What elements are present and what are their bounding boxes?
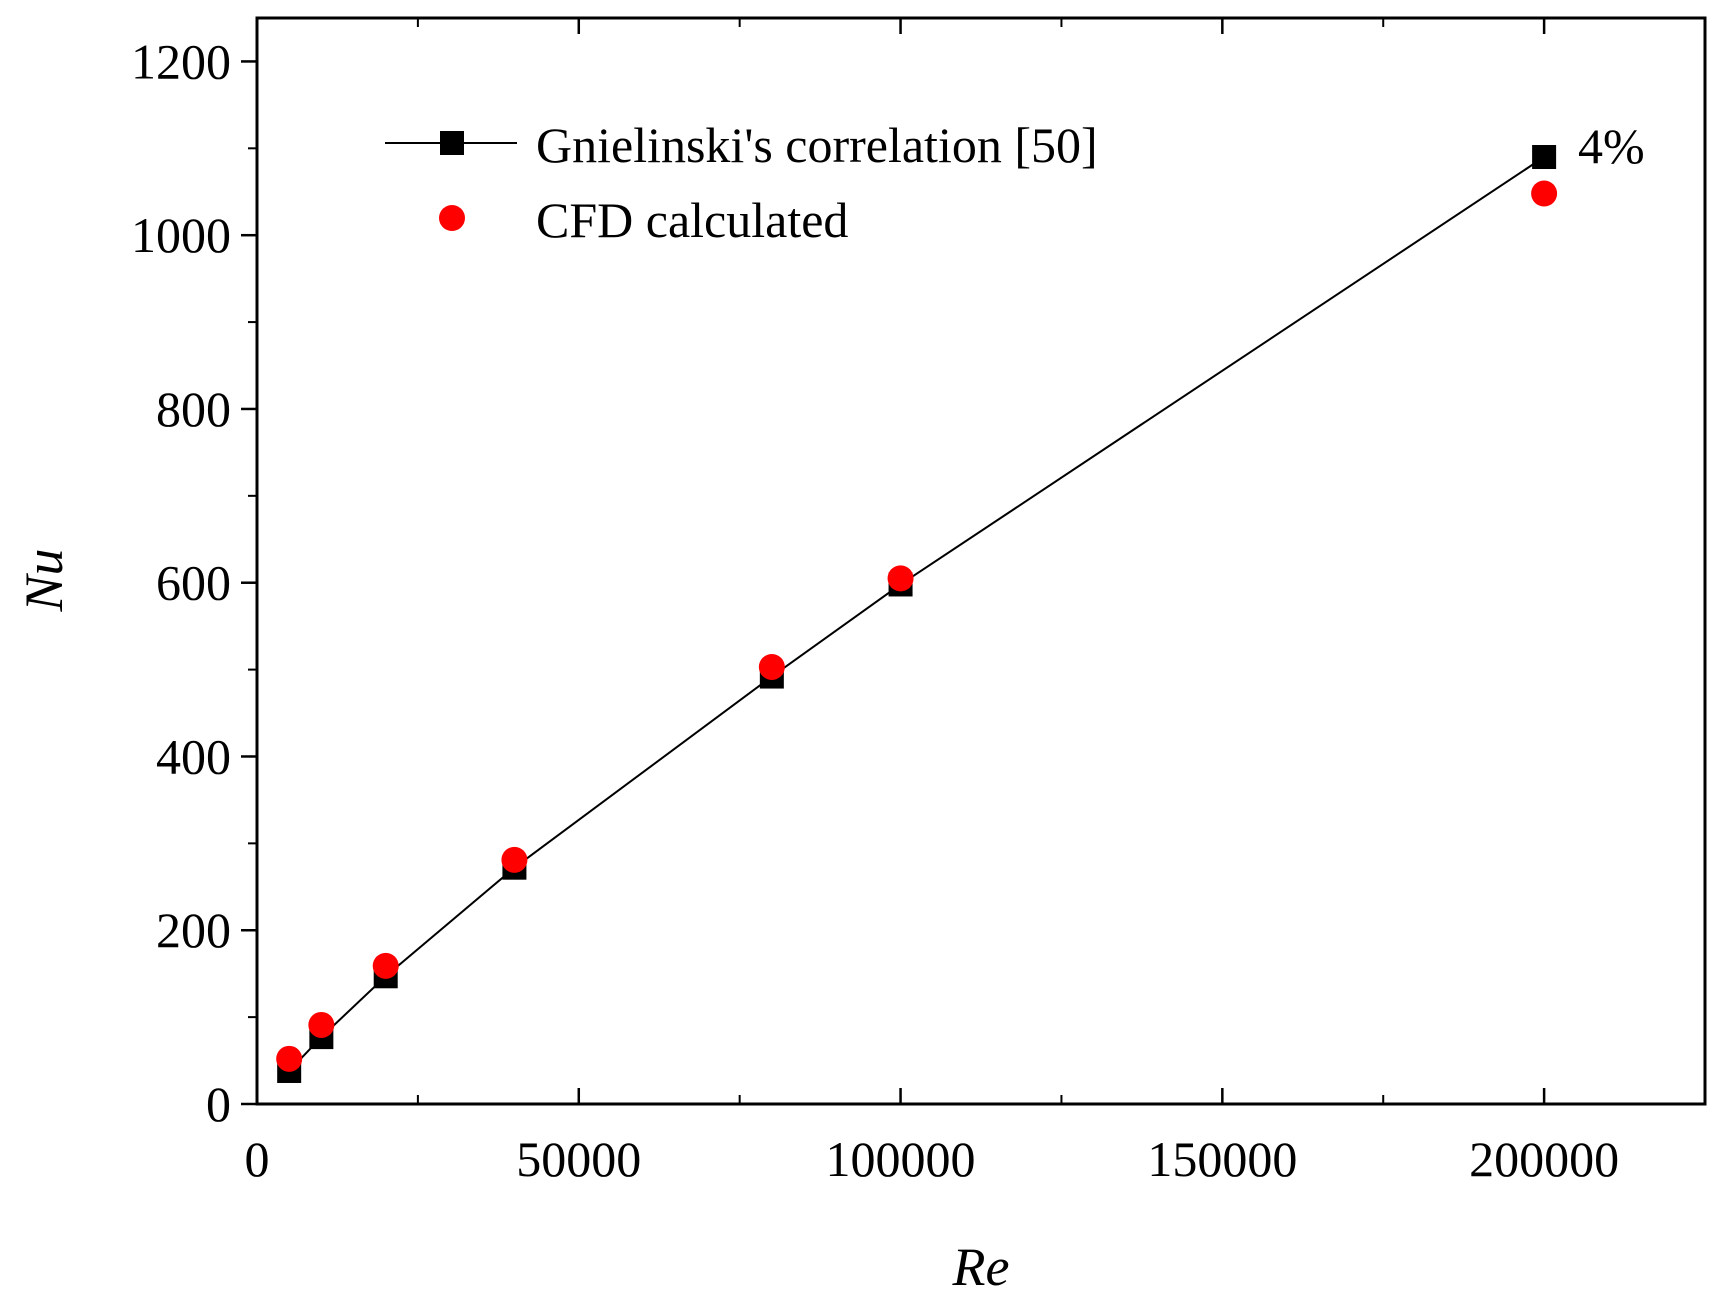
x-tick-label: 150000 xyxy=(1147,1131,1297,1187)
series-line-gnielinski xyxy=(288,156,1545,1072)
data-point-cfd xyxy=(276,1045,303,1072)
x-tick-label: 50000 xyxy=(516,1131,641,1187)
plot-area-frame xyxy=(255,16,1707,1106)
data-point-cfd xyxy=(501,846,528,873)
legend-label-gnielinski: Gnielinski's correlation [50] xyxy=(536,117,1098,173)
y-axis-title: Nu xyxy=(14,548,74,612)
y-tick-labels: 0 200 400 600 800 1000 1200 xyxy=(131,33,231,1132)
series-layer xyxy=(276,145,1558,1083)
x-tick-labels: 0 50000 100000 150000 200000 xyxy=(245,1131,1620,1187)
data-point-cfd xyxy=(372,952,399,979)
data-point-cfd xyxy=(758,653,785,680)
data-point-cfd xyxy=(308,1011,335,1038)
y-tick-label: 400 xyxy=(156,728,231,784)
legend-marker-gnielinski xyxy=(440,131,464,155)
legend-marker-cfd xyxy=(439,205,465,231)
x-tick-label: 0 xyxy=(245,1131,270,1187)
y-tick-label: 1200 xyxy=(131,33,231,89)
x-tick-label: 100000 xyxy=(826,1131,976,1187)
x-tick-label: 200000 xyxy=(1469,1131,1619,1187)
major-ticks xyxy=(241,18,1546,1106)
legend: Gnielinski's correlation [50] CFD calcul… xyxy=(385,117,1098,248)
minor-ticks xyxy=(248,18,1706,1104)
x-axis-title: Re xyxy=(952,1237,1010,1294)
y-tick-label: 1000 xyxy=(131,207,231,263)
y-tick-label: 200 xyxy=(156,902,231,958)
annotation-error-label: 4% xyxy=(1578,118,1645,174)
y-tick-label: 800 xyxy=(156,381,231,437)
data-point-gnielinski xyxy=(1532,145,1557,170)
y-tick-label: 600 xyxy=(156,555,231,611)
data-point-cfd xyxy=(887,565,914,592)
y-tick-label: 0 xyxy=(206,1076,231,1132)
legend-label-cfd: CFD calculated xyxy=(536,192,848,248)
data-point-cfd xyxy=(1531,180,1558,207)
